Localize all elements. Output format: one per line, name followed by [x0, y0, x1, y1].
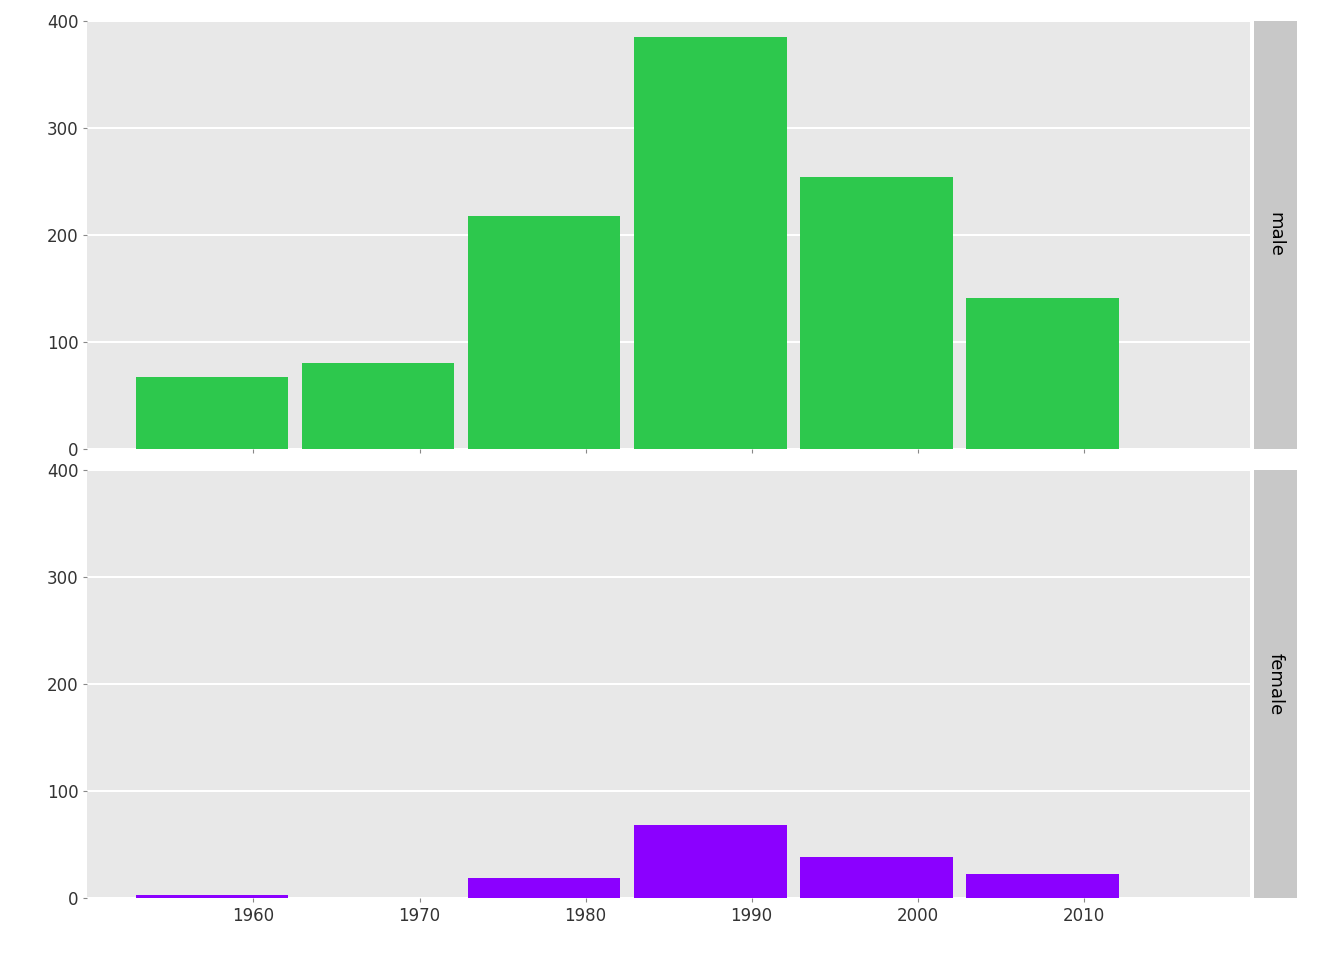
Bar: [966, 875, 1118, 898]
Bar: [468, 216, 621, 448]
Text: male: male: [1266, 212, 1285, 257]
Text: female: female: [1266, 653, 1285, 715]
Bar: [966, 298, 1118, 448]
Bar: [301, 363, 454, 448]
Bar: [136, 896, 289, 898]
Bar: [634, 825, 786, 898]
Bar: [136, 377, 289, 448]
Bar: [800, 857, 953, 898]
Bar: [634, 37, 786, 448]
Bar: [468, 878, 621, 898]
Bar: [800, 178, 953, 448]
